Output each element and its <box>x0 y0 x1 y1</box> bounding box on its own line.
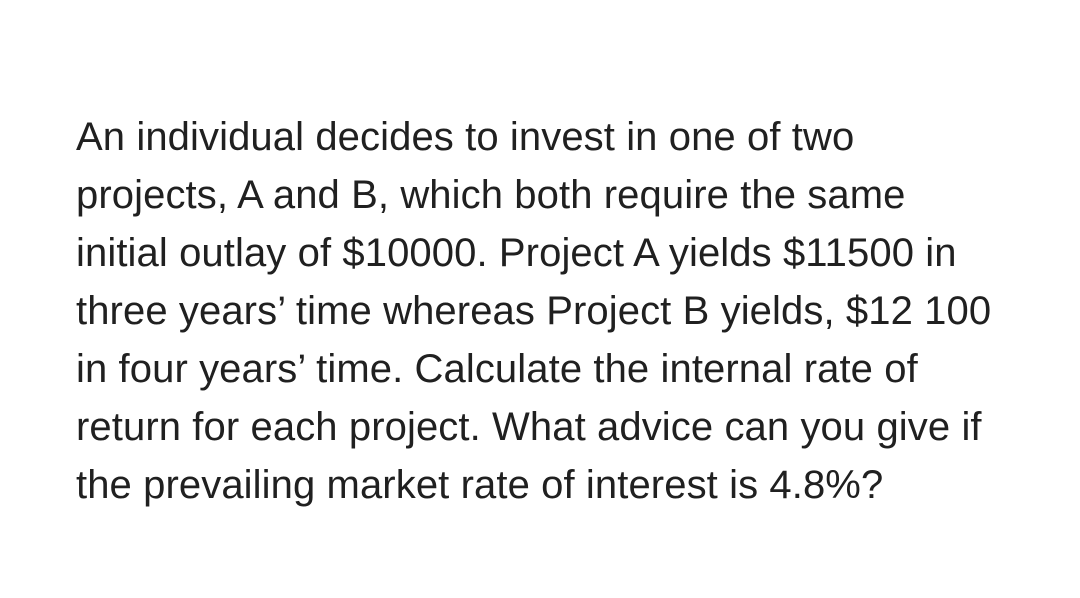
page-container: An individual decides to invest in one o… <box>0 0 1080 598</box>
problem-statement: An individual decides to invest in one o… <box>76 108 1004 514</box>
